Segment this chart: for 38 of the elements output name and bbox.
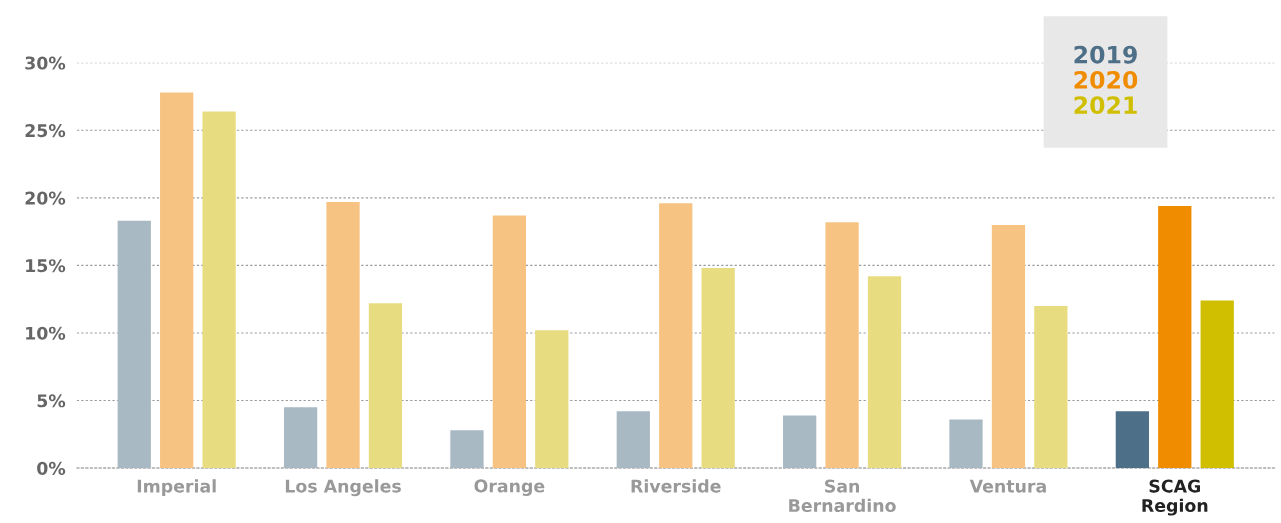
bar: [659, 203, 693, 469]
text: 2021: [1074, 96, 1137, 115]
x-tick-label: Imperial: [137, 479, 216, 496]
bar: [283, 407, 318, 469]
bar: [867, 276, 902, 469]
bar: [117, 220, 151, 469]
y-tick-label: 10%: [26, 326, 66, 340]
y-tick-label: 30%: [25, 56, 66, 70]
x-tick-label: San Bernardino: [789, 479, 896, 513]
text: 2020: [1074, 71, 1138, 89]
bar: [616, 411, 650, 469]
bar: [783, 415, 817, 469]
bar: [160, 92, 194, 469]
bar: [368, 303, 403, 469]
y-tick-label: 15%: [26, 259, 66, 273]
bar: [825, 222, 859, 469]
bar: [202, 111, 236, 469]
y-tick-label: 25%: [25, 124, 66, 138]
bar: [1115, 411, 1149, 469]
bar: [1158, 205, 1192, 469]
y-tick-label: 5%: [37, 394, 66, 408]
y-tick-label: 20%: [25, 191, 66, 205]
x-tick-label: Riverside: [631, 479, 721, 493]
x-tick-label: Los Angeles: [285, 479, 401, 497]
bar: [1034, 305, 1068, 469]
bar: [492, 215, 527, 469]
text: 2019: [1074, 45, 1137, 64]
bar: [450, 430, 484, 469]
x-tick-label: SCAG Region: [1142, 479, 1208, 516]
bar: [701, 268, 735, 469]
bar: [991, 224, 1026, 469]
bar: [949, 419, 983, 469]
bar: [1200, 300, 1234, 469]
bar: [535, 330, 569, 469]
bar: [326, 201, 360, 469]
x-tick-label: Orange: [474, 479, 545, 496]
y-tick-label: 0%: [37, 461, 66, 475]
x-tick-label: Ventura: [969, 479, 1046, 493]
